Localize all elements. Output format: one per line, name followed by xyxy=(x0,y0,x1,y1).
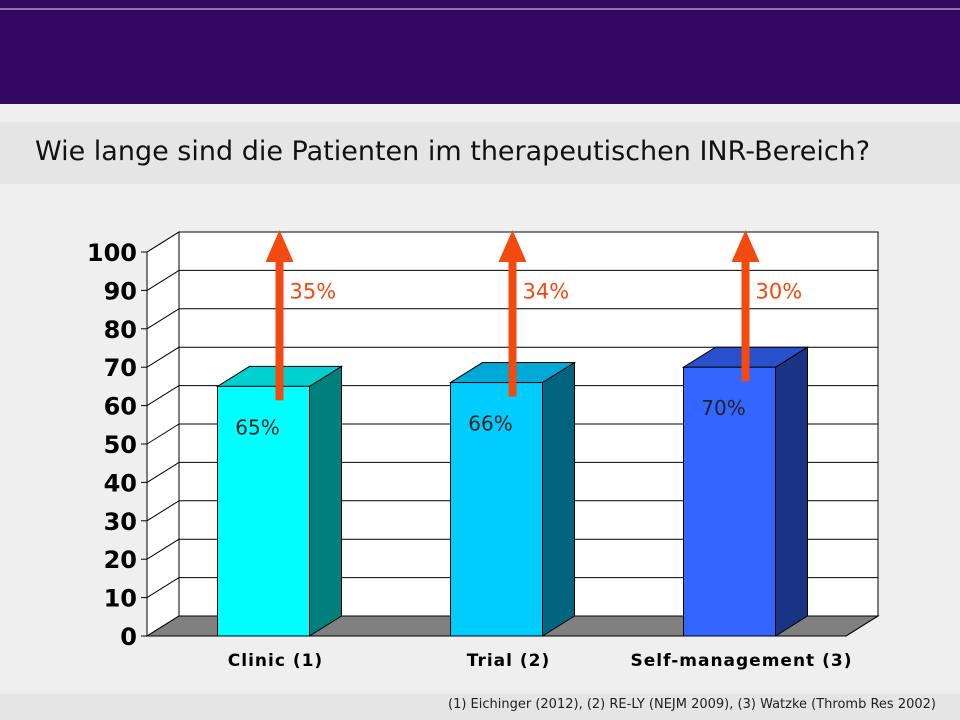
y-tick-label: 100 xyxy=(87,239,137,267)
gridline-side xyxy=(146,269,180,291)
gap-label: 35% xyxy=(290,279,337,303)
bar-value-label: 66% xyxy=(468,412,512,436)
references-footnote: (1) Eichinger (2012), (2) RE-LY (NEJM 20… xyxy=(448,697,936,712)
y-tick-label: 70 xyxy=(104,354,137,382)
bar xyxy=(683,366,776,637)
gap-arrow-head xyxy=(265,230,294,262)
y-tick-label: 50 xyxy=(104,431,137,459)
gridline-side xyxy=(146,385,180,407)
bar-side xyxy=(309,365,342,637)
y-tick-label: 80 xyxy=(104,316,137,344)
y-tick-label: 90 xyxy=(104,277,137,305)
gap-arrow-head xyxy=(498,230,527,262)
gridline-side xyxy=(146,423,180,445)
gridline-side xyxy=(146,231,180,253)
header-band xyxy=(0,0,960,104)
gap-label: 30% xyxy=(756,279,803,303)
y-tick-label: 60 xyxy=(104,393,137,421)
bar-side xyxy=(775,346,808,637)
bar-side xyxy=(542,361,575,637)
gridline-side xyxy=(146,308,180,330)
y-tick-label: 20 xyxy=(104,546,137,574)
inr-bar-chart: 0 10 20 30 40 50 60 70 80 90 100 65% 35% Clinic (1) 66… xyxy=(87,230,880,671)
y-tick-label: 0 xyxy=(120,623,137,651)
gap-arrow-head xyxy=(731,230,760,262)
bar-value-label: 70% xyxy=(701,396,745,420)
gridline-side xyxy=(146,577,180,599)
gridline-side xyxy=(146,346,180,368)
x-tick-label: Clinic (1) xyxy=(228,651,323,671)
bar-value-label: 65% xyxy=(235,415,279,439)
footer-band xyxy=(0,694,960,720)
y-tick-label: 10 xyxy=(104,585,137,613)
y-tick-label: 30 xyxy=(104,508,137,536)
gap-label: 34% xyxy=(523,279,570,303)
gridline-side xyxy=(146,461,180,483)
y-tick-label: 40 xyxy=(104,469,137,497)
floor-edge xyxy=(845,615,879,637)
header-rule xyxy=(0,8,960,10)
bar xyxy=(450,382,543,637)
gridline-side xyxy=(146,500,180,522)
x-tick-label: Self-management (3) xyxy=(631,651,853,671)
bar xyxy=(217,385,310,637)
gridline-side xyxy=(146,538,180,560)
x-tick-label: Trial (2) xyxy=(467,651,551,671)
slide-title: Wie lange sind die Patienten im therapeu… xyxy=(35,136,871,167)
title-band xyxy=(0,122,960,184)
